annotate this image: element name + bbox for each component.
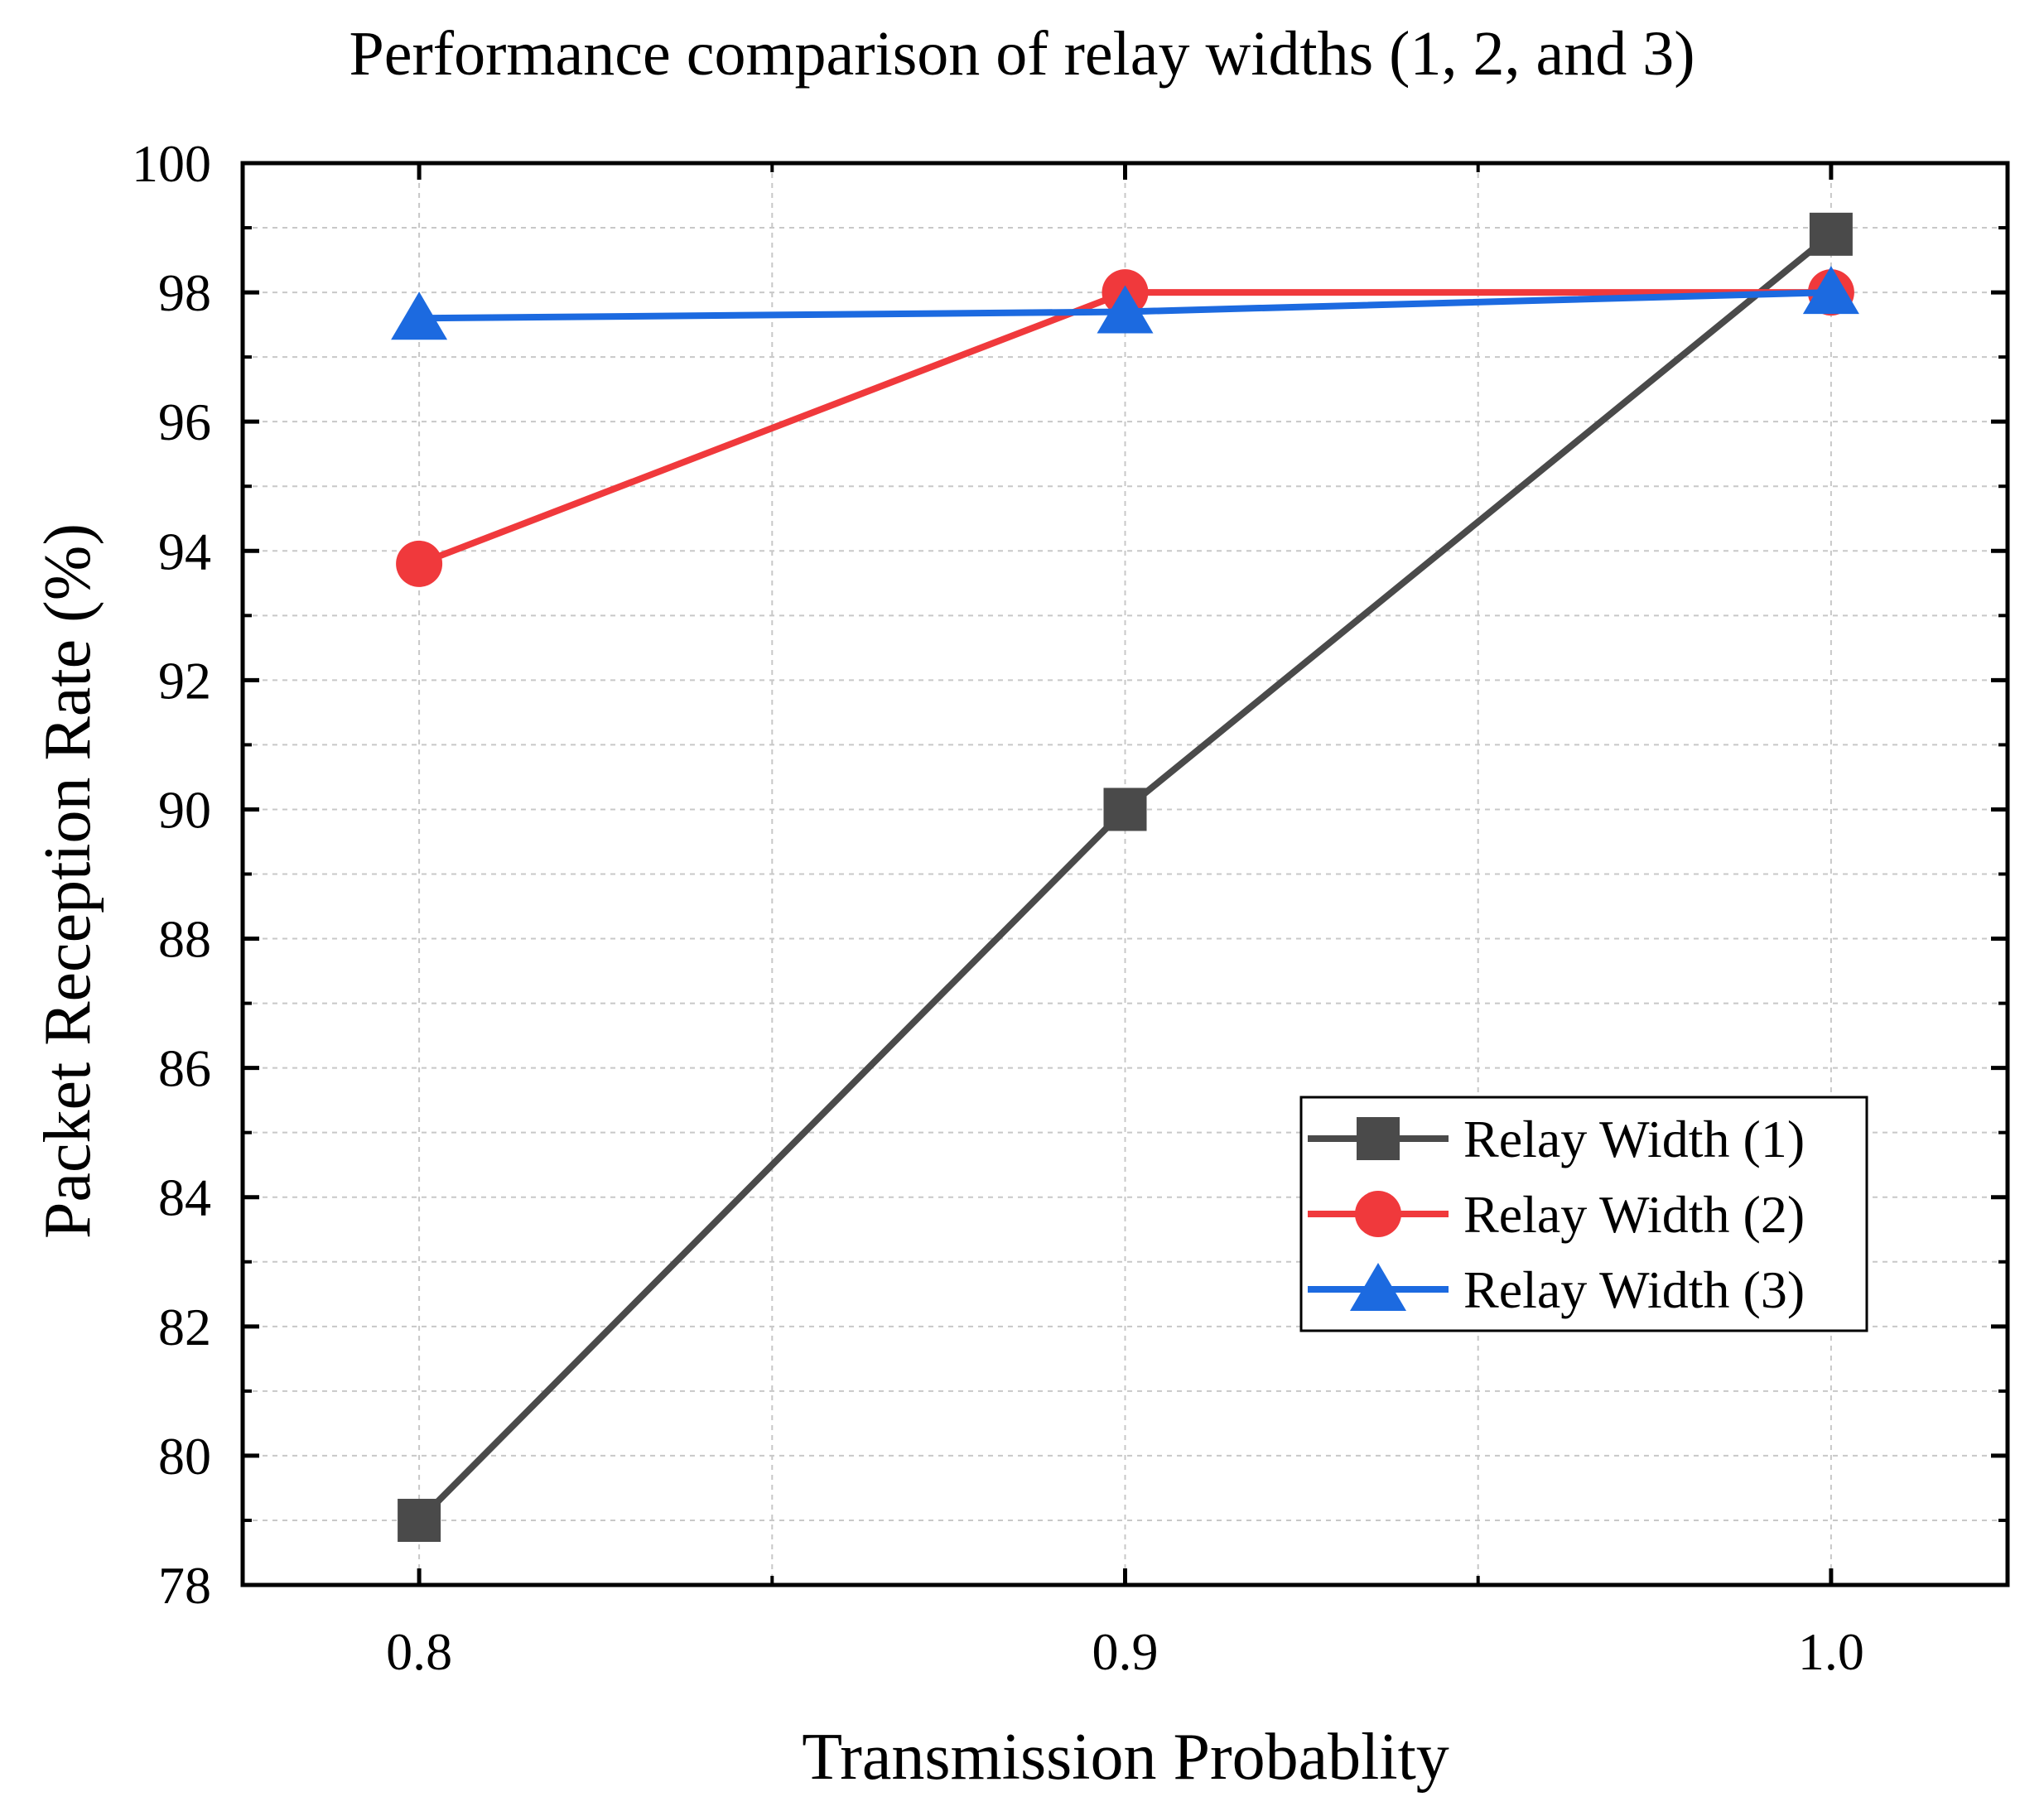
y-tick-label: 98 — [158, 263, 211, 322]
y-tick-label: 92 — [158, 651, 211, 710]
x-axis-tick-labels: 0.8 0.9 1.0 — [386, 1622, 1864, 1681]
x-tick-label: 0.9 — [1092, 1622, 1159, 1681]
y-axis-title: Packet Reception Rate (%) — [31, 523, 104, 1239]
series-3-point — [1802, 266, 1859, 315]
x-tick-label: 1.0 — [1798, 1622, 1864, 1681]
x-axis-title: Transmission Probablity — [802, 1721, 1449, 1794]
series-1 — [398, 212, 1853, 1542]
y-tick-label: 78 — [158, 1556, 211, 1615]
series-2-point — [396, 540, 443, 587]
grid — [243, 163, 2008, 1585]
y-tick-label: 84 — [158, 1168, 211, 1227]
y-tick-label: 90 — [158, 780, 211, 839]
chart-title: Performance comparison of relay widths (… — [349, 19, 1694, 89]
legend-item: Relay Width (1) — [1308, 1110, 1805, 1168]
legend-item: Relay Width (3) — [1308, 1260, 1805, 1319]
legend-item: Relay Width (2) — [1308, 1185, 1805, 1244]
plot-frame — [240, 161, 2010, 1587]
y-tick-label: 86 — [158, 1039, 211, 1098]
y-tick-label: 94 — [158, 522, 211, 580]
legend-label: Relay Width (1) — [1463, 1110, 1805, 1168]
legend-marker — [1355, 1191, 1401, 1237]
series-layer — [391, 212, 1859, 1542]
series-1-point — [1103, 788, 1147, 831]
legend-label: Relay Width (3) — [1463, 1260, 1805, 1319]
series-1-point — [1809, 212, 1853, 256]
x-tick-label: 0.8 — [386, 1622, 452, 1681]
legend-marker — [1357, 1117, 1400, 1160]
series-3-point — [1097, 285, 1154, 334]
legend: Relay Width (1) Relay Width (2) Relay Widt… — [1299, 1096, 1868, 1332]
y-axis-tick-labels: 78 80 82 84 86 88 90 92 94 96 98 100 — [132, 134, 211, 1615]
legend-label: Relay Width (2) — [1463, 1185, 1805, 1244]
series-1-point — [398, 1498, 441, 1542]
y-tick-label: 96 — [158, 393, 211, 451]
y-tick-label: 88 — [158, 910, 211, 969]
series-3-point — [391, 291, 448, 340]
y-tick-label: 100 — [132, 134, 211, 193]
y-tick-label: 80 — [158, 1427, 211, 1486]
series-3 — [391, 266, 1859, 340]
legend-marker — [1350, 1263, 1406, 1311]
y-tick-label: 82 — [158, 1298, 211, 1356]
